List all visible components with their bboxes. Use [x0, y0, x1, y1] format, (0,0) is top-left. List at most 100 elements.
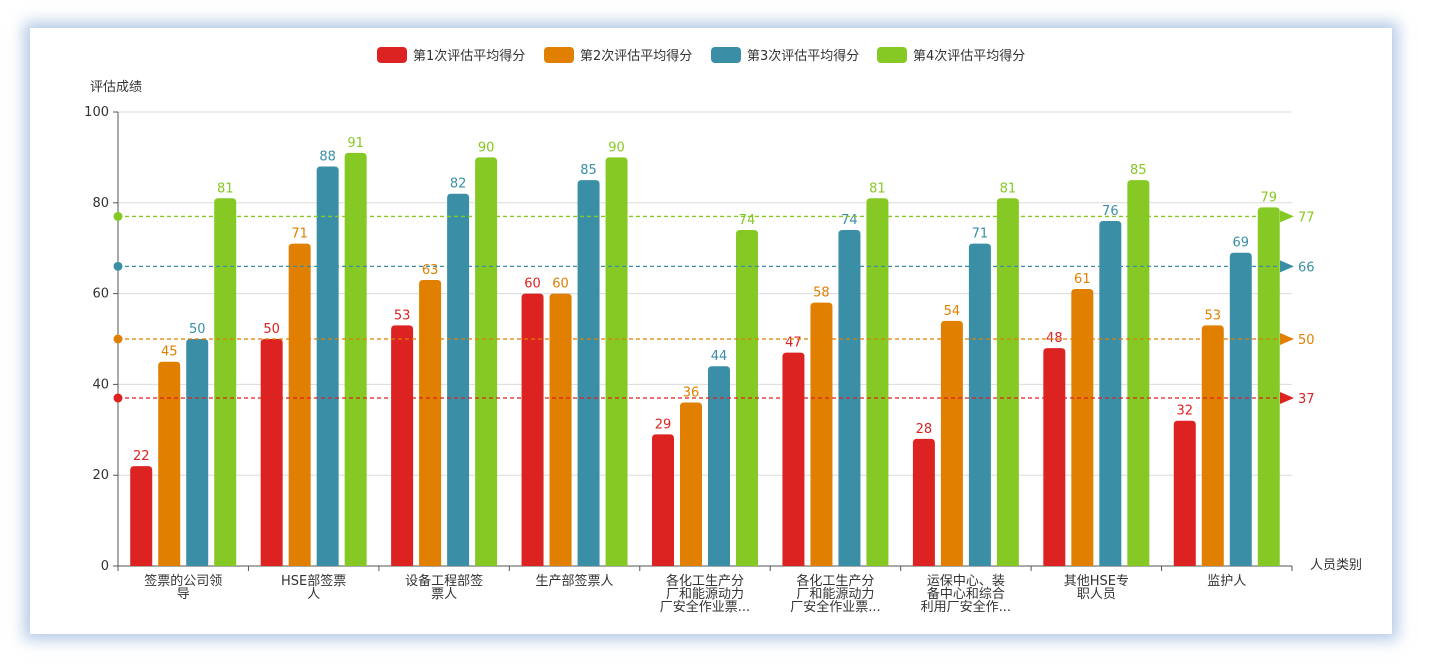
- legend-label[interactable]: 第1次评估平均得分: [413, 48, 525, 64]
- bar[interactable]: [1201, 325, 1224, 566]
- bar[interactable]: [1257, 207, 1280, 566]
- bar-value-label: 32: [1177, 404, 1194, 419]
- bar[interactable]: [866, 198, 889, 566]
- bar-value-label: 81: [1000, 181, 1017, 196]
- bar-value-label: 69: [1233, 236, 1250, 251]
- bar-value-label: 90: [478, 140, 495, 155]
- average-value-label: 37: [1298, 392, 1315, 407]
- x-category-label: 各化工生产分: [666, 573, 744, 589]
- bar[interactable]: [810, 302, 833, 566]
- bar-value-label: 28: [916, 422, 933, 437]
- y-tick-label: 100: [84, 105, 109, 120]
- x-category-label: 厂安全作业票...: [660, 599, 750, 615]
- bar[interactable]: [391, 325, 414, 566]
- bar-value-label: 44: [711, 349, 728, 364]
- bar-value-label: 53: [394, 308, 411, 323]
- bar[interactable]: [1173, 420, 1196, 566]
- legend-swatch[interactable]: [377, 47, 407, 63]
- bar[interactable]: [549, 293, 572, 566]
- bar[interactable]: [186, 339, 209, 566]
- average-line-arrow: [1280, 392, 1294, 405]
- bar-value-label: 50: [263, 322, 280, 337]
- bar[interactable]: [940, 320, 963, 566]
- bar[interactable]: [996, 198, 1019, 566]
- bar[interactable]: [736, 230, 758, 567]
- x-category-label: 签票的公司领: [144, 573, 222, 589]
- bar-value-label: 36: [683, 386, 700, 401]
- bar[interactable]: [260, 339, 283, 566]
- bar[interactable]: [680, 402, 702, 566]
- bar[interactable]: [1127, 180, 1150, 566]
- average-value-label: 66: [1298, 260, 1315, 275]
- bar-value-label: 88: [319, 149, 336, 164]
- bar[interactable]: [1043, 348, 1066, 566]
- bar-value-label: 58: [813, 286, 830, 301]
- bar-value-label: 22: [133, 449, 150, 464]
- x-category-label: 设备工程部签: [405, 573, 483, 589]
- bar[interactable]: [1071, 289, 1094, 566]
- x-category-label: 运保中心、装: [927, 574, 1005, 589]
- bar-value-label: 54: [944, 304, 961, 319]
- y-tick-label: 0: [101, 559, 109, 574]
- bar-value-label: 50: [189, 322, 206, 337]
- x-category-label: 厂和能源动力: [796, 587, 874, 602]
- bar[interactable]: [912, 438, 935, 566]
- x-axis-title: 人员类别: [1310, 558, 1362, 573]
- bar-value-label: 53: [1205, 308, 1222, 323]
- bar-value-label: 79: [1261, 190, 1278, 205]
- average-value-label: 77: [1298, 210, 1315, 225]
- bar[interactable]: [130, 466, 153, 566]
- bar[interactable]: [1099, 220, 1122, 566]
- bar[interactable]: [214, 198, 237, 566]
- bar-value-label: 81: [217, 181, 234, 196]
- bar-value-label: 48: [1046, 331, 1063, 346]
- bar[interactable]: [782, 352, 805, 566]
- bar[interactable]: [447, 193, 470, 566]
- bar[interactable]: [158, 361, 181, 566]
- x-category-label: 导: [177, 587, 190, 602]
- y-tick-label: 40: [92, 377, 109, 392]
- bar-value-label: 81: [869, 181, 886, 196]
- bar[interactable]: [708, 366, 730, 566]
- bar[interactable]: [968, 243, 991, 566]
- bar-value-label: 29: [655, 417, 672, 432]
- legend-label[interactable]: 第4次评估平均得分: [913, 48, 1025, 64]
- x-category-label: 生产部签票人: [536, 573, 614, 589]
- bar[interactable]: [577, 180, 600, 566]
- bar[interactable]: [475, 157, 498, 566]
- average-line-start-dot: [113, 334, 123, 344]
- average-line-start-dot: [113, 393, 123, 403]
- bar[interactable]: [652, 434, 674, 566]
- bar[interactable]: [521, 293, 544, 566]
- bar[interactable]: [288, 243, 311, 566]
- bar[interactable]: [1229, 252, 1252, 567]
- y-tick-label: 60: [92, 287, 109, 302]
- bar[interactable]: [419, 279, 442, 566]
- x-category-label: 备中心和综合: [927, 586, 1005, 602]
- legend-swatch[interactable]: [877, 47, 907, 63]
- bar-value-label: 82: [450, 177, 467, 192]
- bar[interactable]: [344, 152, 367, 567]
- legend-swatch[interactable]: [544, 47, 574, 63]
- y-tick-label: 80: [92, 196, 109, 211]
- average-line-arrow: [1280, 333, 1294, 345]
- legend-label[interactable]: 第3次评估平均得分: [747, 48, 859, 64]
- bar-value-label: 63: [422, 263, 439, 278]
- bar-value-label: 91: [347, 136, 364, 151]
- legend-swatch[interactable]: [711, 47, 741, 63]
- y-axis-title: 评估成绩: [90, 80, 142, 95]
- bar[interactable]: [316, 166, 339, 567]
- bar[interactable]: [605, 157, 628, 566]
- bar-value-label: 71: [972, 227, 989, 242]
- bar-value-label: 60: [524, 277, 541, 292]
- average-value-label: 50: [1298, 333, 1315, 348]
- x-category-label: 职人员: [1077, 587, 1116, 602]
- bar-value-label: 85: [580, 163, 597, 178]
- bar-value-label: 74: [739, 213, 756, 228]
- bar-value-label: 60: [552, 277, 569, 292]
- bar-value-label: 61: [1074, 272, 1091, 287]
- legend-label[interactable]: 第2次评估平均得分: [580, 48, 692, 64]
- bar-value-label: 71: [291, 227, 308, 242]
- x-category-label: 厂安全作业票...: [790, 599, 880, 615]
